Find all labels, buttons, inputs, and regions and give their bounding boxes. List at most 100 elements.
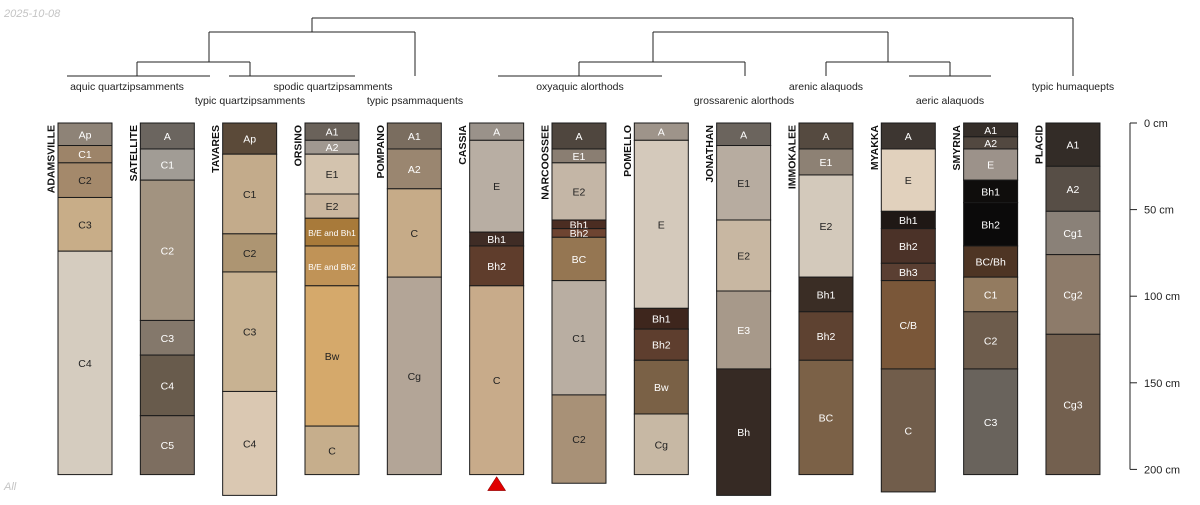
horizon-block [469, 285, 525, 476]
horizon-block [798, 122, 854, 150]
horizon-label: A1 [1067, 140, 1080, 152]
horizon-label: A1 [408, 131, 421, 143]
horizon-block [222, 233, 278, 273]
horizon-block [1045, 210, 1101, 256]
horizon-block [551, 236, 607, 282]
profile-name: PLACID [1033, 125, 1045, 165]
horizon-block [716, 368, 772, 496]
horizon-label: C4 [78, 358, 92, 370]
horizon-block [963, 311, 1019, 370]
horizon-label: Bh3 [899, 267, 918, 279]
horizon-label: C [493, 375, 501, 387]
horizon-block [880, 122, 936, 150]
horizon-block [469, 245, 525, 287]
horizon-block [963, 368, 1019, 476]
horizon-block [304, 245, 360, 287]
depth-tick-label: 0 cm [1144, 118, 1168, 130]
horizon-block [222, 122, 278, 155]
horizon-label: A2 [326, 142, 339, 154]
horizon-label: A1 [326, 127, 339, 139]
horizon-label: C4 [161, 380, 175, 392]
horizon-label: Bh1 [899, 215, 918, 227]
horizon-block [304, 425, 360, 476]
horizon-label: C2 [78, 175, 92, 187]
horizon-label: Bh2 [899, 241, 918, 253]
horizon-label: C1 [78, 149, 92, 161]
taxon-label: typic psammaquents [367, 95, 463, 107]
profile-name: IMMOKALEE [786, 125, 798, 189]
horizon-block [798, 359, 854, 476]
horizon-label: E1 [573, 151, 586, 163]
horizon-block [798, 311, 854, 361]
horizon-label: Bh [737, 427, 750, 439]
horizon-label: C3 [984, 417, 998, 429]
horizon-block [386, 276, 442, 476]
horizon-block [880, 148, 936, 212]
profile-name: ADAMSVILLE [46, 125, 58, 193]
horizon-label: E [493, 181, 500, 193]
horizon-label: C3 [161, 333, 175, 345]
horizon-block [633, 139, 689, 309]
horizon-label: Bh2 [981, 219, 1000, 231]
horizon-block [551, 122, 607, 150]
profile-name: MYAKKA [869, 125, 881, 171]
horizon-label: A [493, 127, 500, 139]
horizon-label: C4 [243, 438, 257, 450]
horizon-label: Bh2 [487, 261, 506, 273]
profile-name: JONATHAN [704, 125, 716, 183]
horizon-block [139, 354, 195, 417]
taxon-label: oxyaquic alorthods [536, 81, 624, 93]
footer-label: All [4, 481, 17, 493]
profile-name: CASSIA [457, 125, 469, 165]
horizon-label: A [905, 131, 912, 143]
horizon-block [304, 285, 360, 427]
horizon-block [551, 394, 607, 484]
horizon-label: C1 [243, 189, 257, 201]
horizon-label: E2 [737, 250, 750, 262]
horizon-label: C [328, 445, 336, 457]
profile-name: ORSINO [292, 125, 304, 166]
horizon-block [798, 148, 854, 176]
horizon-block [880, 228, 936, 264]
horizon-label: E2 [820, 221, 833, 233]
horizon-block [716, 145, 772, 221]
horizon-label: E [658, 219, 665, 231]
horizon-block [963, 245, 1019, 278]
horizon-label: Cg3 [1063, 399, 1082, 411]
horizon-label: Ap [243, 134, 256, 146]
horizon-label: B/E and Bh1 [308, 228, 356, 238]
horizon-label: E3 [737, 325, 750, 337]
horizon-block [139, 122, 195, 150]
horizon-block [222, 153, 278, 235]
depth-tick-label: 100 cm [1144, 291, 1180, 303]
horizon-label: A [575, 131, 582, 143]
horizon-block [222, 390, 278, 496]
horizon-block [1045, 333, 1101, 476]
horizon-block [386, 188, 442, 278]
horizon-label: BC [572, 254, 587, 266]
horizon-label: Ap [79, 129, 92, 141]
horizon-label: A2 [984, 138, 997, 150]
horizon-label: C3 [243, 327, 257, 339]
profile-name: SATELLITE [128, 125, 140, 181]
horizon-block [139, 179, 195, 321]
depth-tick-label: 50 cm [1144, 205, 1174, 217]
horizon-label: A [658, 127, 665, 139]
horizon-label: A2 [1067, 184, 1080, 196]
horizon-label: Bw [654, 382, 669, 394]
horizon-label: Bh1 [487, 234, 506, 246]
horizon-label: C1 [984, 289, 998, 301]
horizon-label: E2 [573, 186, 586, 198]
taxon-label: grossarenic alorthods [694, 95, 794, 107]
horizon-block [304, 193, 360, 219]
depth-tick-label: 150 cm [1144, 378, 1180, 390]
horizon-label: C5 [161, 440, 175, 452]
horizon-block [963, 276, 1019, 313]
horizon-label: BC/Bh [975, 257, 1006, 269]
horizon-label: Cg1 [1063, 228, 1082, 240]
horizon-label: C1 [572, 333, 586, 345]
horizon-block [386, 148, 442, 190]
profile-name: TAVARES [210, 125, 222, 173]
horizon-block [633, 359, 689, 415]
